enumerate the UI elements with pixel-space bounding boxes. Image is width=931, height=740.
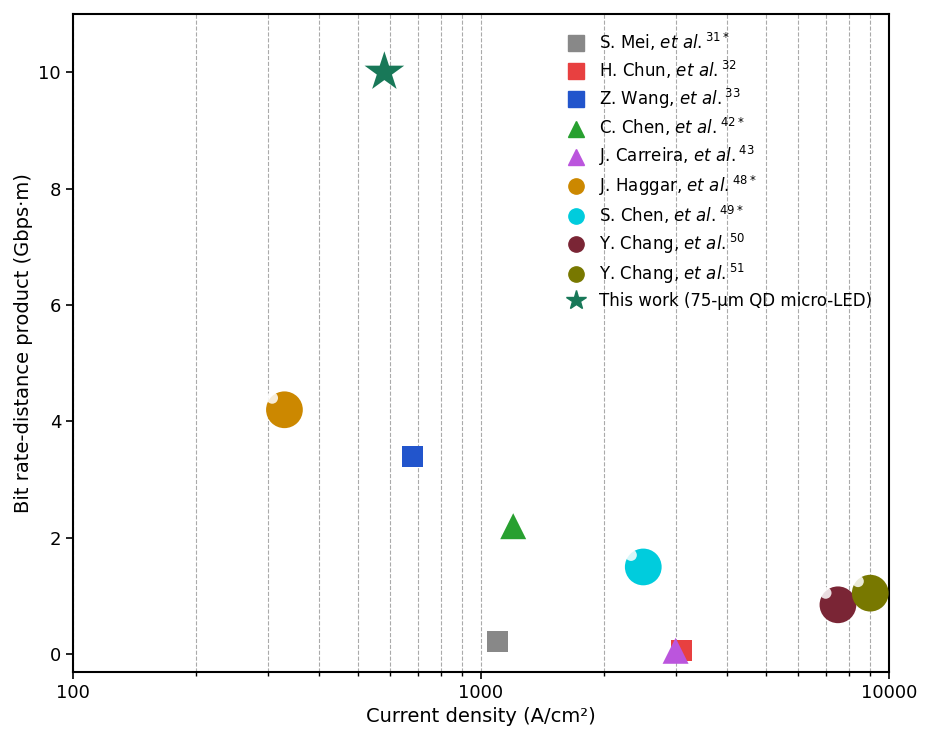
Point bbox=[818, 587, 833, 599]
Point bbox=[624, 549, 639, 561]
Point bbox=[851, 576, 866, 588]
Point bbox=[506, 520, 520, 532]
Point bbox=[405, 451, 420, 462]
X-axis label: Current density (A/cm²): Current density (A/cm²) bbox=[366, 707, 596, 726]
Point bbox=[277, 404, 292, 416]
Point bbox=[674, 645, 689, 656]
Point bbox=[491, 636, 506, 648]
Y-axis label: Bit rate-distance product (Gbps·m): Bit rate-distance product (Gbps·m) bbox=[14, 173, 33, 513]
Point bbox=[668, 645, 683, 656]
Point bbox=[636, 561, 651, 573]
Point bbox=[264, 392, 279, 404]
Point bbox=[830, 599, 845, 610]
Legend: S. Mei, $\mathit{et\ al.}^{31*}$, H. Chun, $\mathit{et\ al.}^{32}$, Z. Wang, $\m: S. Mei, $\mathit{et\ al.}^{31*}$, H. Chu… bbox=[551, 22, 881, 318]
Point bbox=[863, 588, 878, 599]
Point bbox=[377, 66, 392, 78]
